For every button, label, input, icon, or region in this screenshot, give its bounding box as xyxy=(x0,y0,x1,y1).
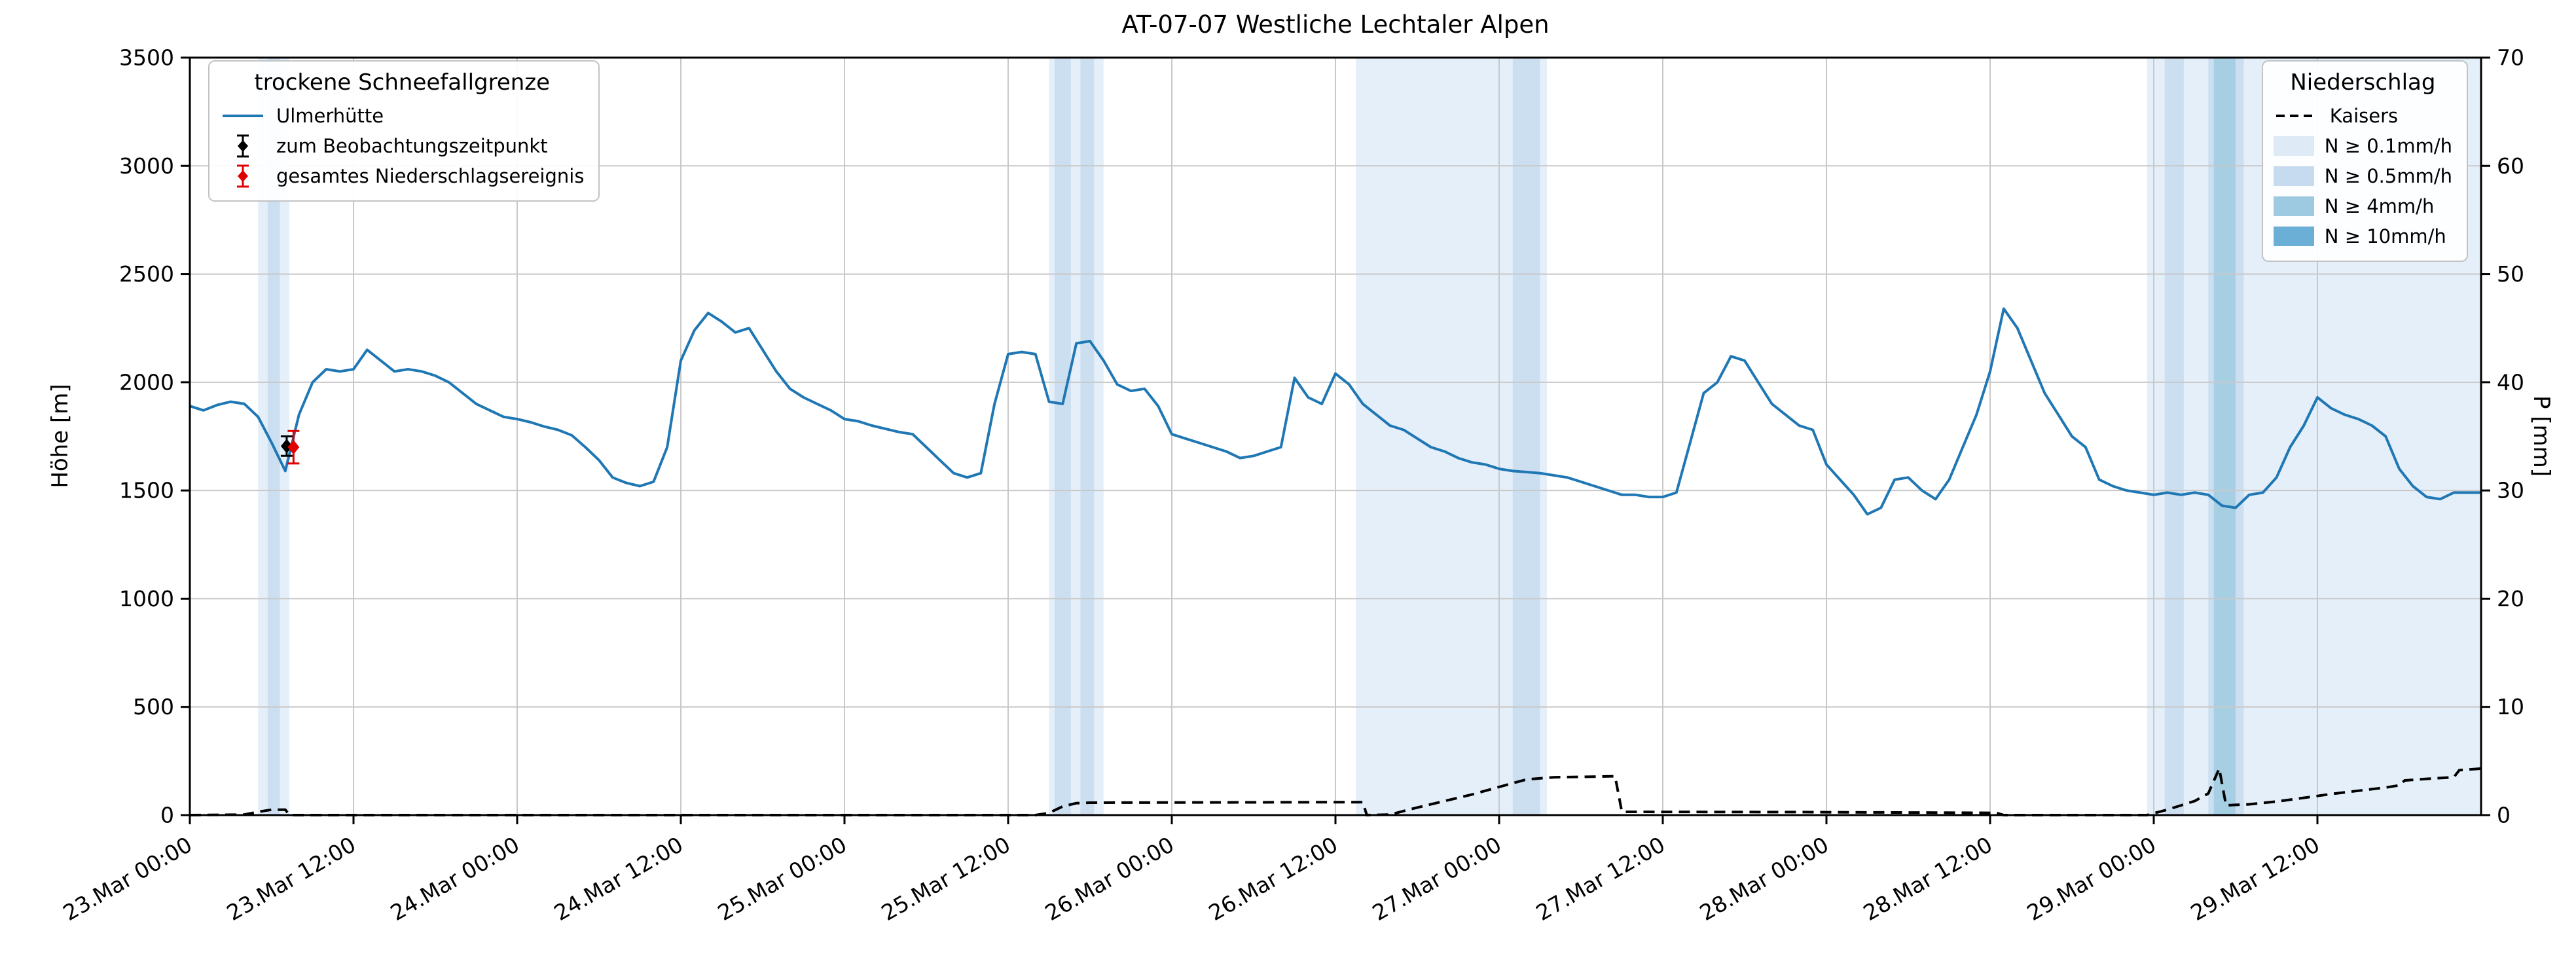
svg-text:27.Mar 00:00: 27.Mar 00:00 xyxy=(1368,831,1506,926)
svg-text:26.Mar 00:00: 26.Mar 00:00 xyxy=(1041,831,1178,926)
legend-item-intensity-4: N ≥ 4mm/h xyxy=(2273,191,2452,221)
observation-markers xyxy=(280,429,300,465)
y-axis-label-left: Höhe [m] xyxy=(47,384,73,488)
svg-text:28.Mar 12:00: 28.Mar 12:00 xyxy=(1859,831,1997,926)
kaisers-precip-line xyxy=(189,764,2482,817)
svg-text:27.Mar 12:00: 27.Mar 12:00 xyxy=(1532,831,1669,926)
svg-text:500: 500 xyxy=(133,694,174,720)
intensity-swatch-10-icon xyxy=(2273,227,2314,246)
svg-text:20: 20 xyxy=(2497,586,2524,611)
svg-text:70: 70 xyxy=(2497,45,2524,71)
svg-text:1000: 1000 xyxy=(119,586,174,611)
black-errorbar-marker-icon xyxy=(237,134,249,158)
legend-item-label: Kaisers xyxy=(2329,105,2399,127)
dashed-line-icon xyxy=(2276,115,2317,117)
legend-item-label: N ≥ 0.1mm/h xyxy=(2324,135,2452,157)
svg-text:29.Mar 00:00: 29.Mar 00:00 xyxy=(2023,831,2160,926)
legend-item-intensity-05: N ≥ 0.5mm/h xyxy=(2273,161,2452,191)
legend-item-label: Ulmerhütte xyxy=(276,105,384,127)
chart-title: AT-07-07 Westliche Lechtaler Alpen xyxy=(1121,10,1550,39)
svg-text:40: 40 xyxy=(2497,369,2524,395)
svg-text:29.Mar 12:00: 29.Mar 12:00 xyxy=(2186,831,2324,926)
legend-item-label: N ≥ 10mm/h xyxy=(2324,225,2446,247)
legend-item-label: zum Beobachtungszeitpunkt xyxy=(276,135,548,157)
svg-text:3500: 3500 xyxy=(119,45,174,71)
svg-text:2500: 2500 xyxy=(119,261,174,287)
svg-text:25.Mar 12:00: 25.Mar 12:00 xyxy=(877,831,1015,926)
legend-snowline: trockene Schneefallgrenze Ulmerhütte zum… xyxy=(208,60,600,202)
svg-text:2000: 2000 xyxy=(119,369,174,395)
svg-text:26.Mar 12:00: 26.Mar 12:00 xyxy=(1205,831,1342,926)
legend-item-observation: zum Beobachtungszeitpunkt xyxy=(220,131,584,161)
legend-precip-title: Niederschlag xyxy=(2290,69,2436,96)
legend-item-intensity-01: N ≥ 0.1mm/h xyxy=(2273,131,2452,161)
svg-text:23.Mar 00:00: 23.Mar 00:00 xyxy=(59,831,196,926)
precip-bands xyxy=(258,58,2481,815)
legend-item-event: gesamtes Niederschlagsereignis xyxy=(220,161,584,191)
svg-text:60: 60 xyxy=(2497,153,2524,179)
svg-text:24.Mar 12:00: 24.Mar 12:00 xyxy=(550,831,687,926)
svg-text:1500: 1500 xyxy=(119,478,174,503)
legend-item-kaisers: Kaisers xyxy=(2274,101,2452,131)
legend-precip: Niederschlag Kaisers N ≥ 0.1mm/h N ≥ 0.5… xyxy=(2261,60,2468,262)
legend-item-label: N ≥ 4mm/h xyxy=(2324,195,2435,217)
intensity-swatch-05-icon xyxy=(2273,166,2314,186)
blue-line-icon xyxy=(223,115,263,117)
legend-snowline-title: trockene Schneefallgrenze xyxy=(254,69,551,96)
intensity-swatch-4-icon xyxy=(2273,196,2314,216)
svg-text:50: 50 xyxy=(2497,261,2524,287)
svg-text:24.Mar 00:00: 24.Mar 00:00 xyxy=(386,831,524,926)
svg-text:23.Mar 12:00: 23.Mar 12:00 xyxy=(223,831,360,926)
y-axis-label-right: P [mm] xyxy=(2528,395,2554,477)
svg-text:28.Mar 00:00: 28.Mar 00:00 xyxy=(1696,831,1833,926)
red-errorbar-marker-icon xyxy=(237,164,249,188)
legend-item-ulmerhuette: Ulmerhütte xyxy=(220,101,584,131)
legend-item-intensity-10: N ≥ 10mm/h xyxy=(2273,221,2452,251)
ulmerhuette-line xyxy=(189,307,2481,516)
svg-text:25.Mar 00:00: 25.Mar 00:00 xyxy=(714,831,851,926)
legend-item-label: N ≥ 0.5mm/h xyxy=(2324,165,2452,187)
svg-text:0: 0 xyxy=(160,803,174,828)
svg-text:30: 30 xyxy=(2497,478,2524,503)
svg-text:3000: 3000 xyxy=(119,153,174,179)
svg-text:0: 0 xyxy=(2497,803,2511,828)
svg-text:10: 10 xyxy=(2497,694,2524,720)
legend-item-label: gesamtes Niederschlagsereignis xyxy=(276,165,585,187)
intensity-swatch-01-icon xyxy=(2273,136,2314,156)
